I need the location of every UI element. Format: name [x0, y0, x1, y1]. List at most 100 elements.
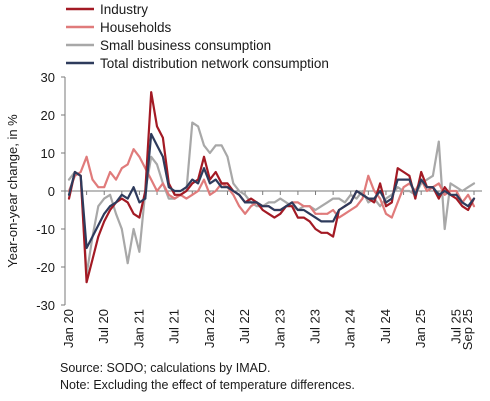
- data-point: [308, 220, 311, 223]
- series-industry: [67, 91, 476, 284]
- data-point: [326, 212, 329, 215]
- chart-notes: Source: SODO; calculations by IMAD. Note…: [60, 360, 355, 394]
- y-tick-label: -10: [36, 222, 55, 237]
- data-point: [326, 231, 329, 234]
- data-point: [144, 197, 147, 200]
- data-point: [467, 209, 469, 211]
- data-point: [138, 201, 141, 204]
- data-point: [267, 201, 270, 204]
- data-point: [150, 133, 153, 135]
- data-point: [338, 209, 340, 211]
- data-point: [191, 182, 194, 185]
- data-point: [355, 205, 358, 208]
- data-point: [244, 201, 247, 204]
- data-point: [156, 144, 158, 147]
- data-point: [138, 216, 141, 219]
- data-point: [308, 212, 311, 215]
- data-point: [226, 155, 229, 158]
- data-point: [97, 186, 100, 189]
- x-tick-label: Jan 22: [202, 309, 217, 348]
- data-point: [109, 209, 111, 211]
- data-point: [203, 155, 205, 158]
- data-point: [109, 193, 111, 196]
- data-point: [408, 174, 411, 177]
- data-point: [443, 193, 446, 196]
- x-tick-label: Jul 23: [308, 309, 323, 344]
- data-point: [238, 193, 241, 196]
- y-tick-label: 0: [48, 184, 55, 199]
- data-point: [355, 197, 358, 200]
- data-point: [267, 212, 270, 215]
- data-point: [373, 197, 376, 200]
- data-point: [443, 186, 446, 189]
- data-point: [449, 182, 452, 185]
- data-point: [203, 144, 205, 147]
- data-point: [120, 167, 123, 170]
- data-point: [396, 167, 399, 170]
- data-point: [385, 212, 387, 215]
- data-point: [150, 178, 153, 181]
- data-point: [285, 205, 288, 208]
- data-point: [344, 201, 346, 204]
- data-point: [314, 212, 317, 215]
- data-point: [320, 212, 323, 215]
- data-point: [426, 178, 428, 181]
- data-point: [91, 235, 94, 238]
- x-tick-label: Jan 23: [272, 309, 287, 348]
- data-point: [302, 209, 305, 211]
- data-point: [326, 220, 329, 223]
- data-point: [467, 205, 469, 208]
- data-point: [314, 216, 317, 219]
- x-tick-label: Jan 25: [413, 309, 428, 348]
- data-point: [226, 182, 229, 185]
- data-point: [461, 190, 464, 192]
- data-point: [414, 197, 417, 200]
- data-point: [197, 125, 200, 128]
- x-tick-label: Jul 21: [167, 309, 182, 344]
- data-point: [85, 247, 88, 249]
- data-point: [332, 235, 334, 238]
- data-point: [115, 212, 117, 215]
- data-point: [373, 190, 376, 192]
- data-point: [361, 190, 364, 192]
- data-point: [361, 197, 364, 200]
- data-point: [437, 182, 440, 185]
- data-point: [173, 193, 176, 196]
- data-point: [273, 209, 276, 211]
- data-point: [238, 205, 241, 208]
- y-axis-title: Year-on-year change, in %: [5, 114, 20, 268]
- data-point: [437, 197, 440, 200]
- data-point: [279, 209, 282, 211]
- data-point: [332, 220, 334, 223]
- data-point: [396, 201, 399, 204]
- data-point: [320, 231, 323, 234]
- data-point: [443, 190, 446, 192]
- data-point: [109, 171, 111, 173]
- data-point: [103, 212, 106, 215]
- data-point: [167, 193, 170, 196]
- data-point: [132, 228, 135, 230]
- data-point: [150, 91, 153, 94]
- data-point: [226, 186, 229, 189]
- data-point: [414, 193, 417, 196]
- data-point: [97, 235, 100, 238]
- data-point: [261, 205, 264, 208]
- data-point: [214, 190, 217, 192]
- data-point: [103, 220, 106, 223]
- data-point: [214, 171, 217, 173]
- data-point: [432, 186, 434, 189]
- data-point: [232, 193, 235, 196]
- chart-axes: [64, 77, 482, 305]
- data-point: [349, 209, 352, 211]
- data-point: [314, 228, 317, 230]
- data-point: [338, 197, 340, 200]
- data-point: [367, 197, 370, 200]
- data-point: [344, 205, 346, 208]
- data-point: [361, 193, 364, 196]
- data-point: [250, 201, 252, 204]
- series-small-business-consumption: [67, 121, 476, 276]
- data-point: [408, 190, 411, 192]
- data-point: [162, 155, 164, 158]
- data-point: [173, 197, 176, 200]
- data-point: [197, 182, 200, 185]
